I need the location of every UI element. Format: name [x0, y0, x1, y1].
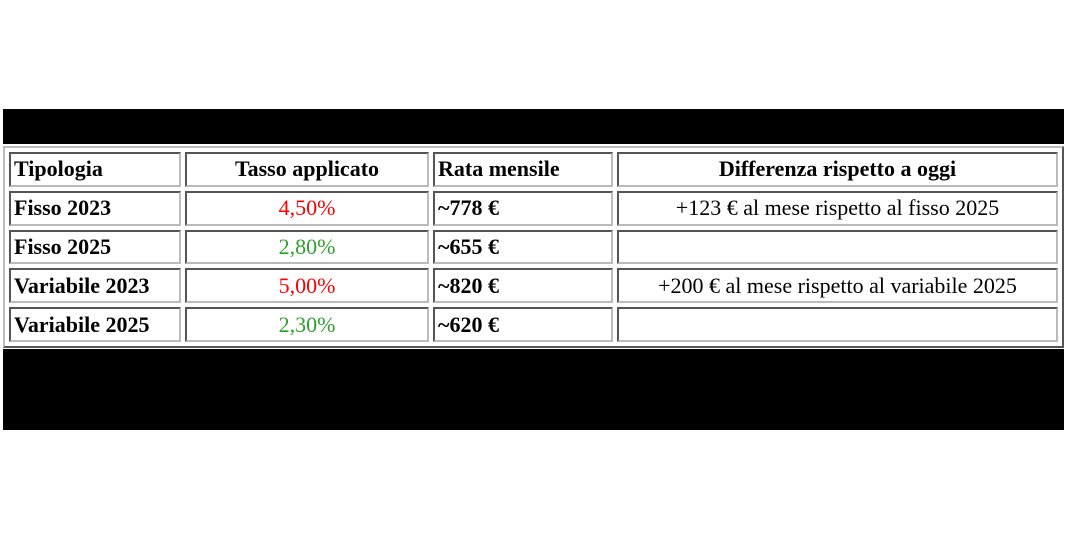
cell-differenza: +123 € al mese rispetto al fisso 2025	[617, 190, 1058, 226]
cell-tipologia: Variabile 2023	[9, 268, 181, 304]
header-differenza: Differenza rispetto a oggi	[617, 152, 1058, 187]
cell-tasso: 2,30%	[185, 307, 429, 342]
header-rata: Rata mensile	[433, 152, 613, 187]
cell-tasso: 5,00%	[185, 268, 429, 304]
cell-rata: ~778 €	[433, 190, 613, 226]
mortgage-comparison-table: Tipologia Tasso applicato Rata mensile D…	[3, 146, 1064, 348]
cell-rata: ~655 €	[433, 229, 613, 265]
cell-tipologia: Fisso 2025	[9, 229, 181, 265]
header-tipologia: Tipologia	[9, 152, 181, 187]
table-row: Fisso 2025 2,80% ~655 €	[9, 229, 1058, 265]
header-tasso: Tasso applicato	[185, 152, 429, 187]
cell-tipologia: Variabile 2025	[9, 307, 181, 342]
cell-differenza	[617, 229, 1058, 265]
cell-differenza	[617, 307, 1058, 342]
redacted-band-top	[3, 109, 1064, 144]
cell-differenza: +200 € al mese rispetto al variabile 202…	[617, 268, 1058, 304]
cell-tasso: 4,50%	[185, 190, 429, 226]
table-header-row: Tipologia Tasso applicato Rata mensile D…	[9, 152, 1058, 187]
cell-tipologia: Fisso 2023	[9, 190, 181, 226]
table-row: Variabile 2025 2,30% ~620 €	[9, 307, 1058, 342]
redacted-band-bottom	[3, 349, 1064, 430]
table-row: Variabile 2023 5,00% ~820 € +200 € al me…	[9, 268, 1058, 304]
table-row: Fisso 2023 4,50% ~778 € +123 € al mese r…	[9, 190, 1058, 226]
cell-tasso: 2,80%	[185, 229, 429, 265]
cell-rata: ~820 €	[433, 268, 613, 304]
cell-rata: ~620 €	[433, 307, 613, 342]
